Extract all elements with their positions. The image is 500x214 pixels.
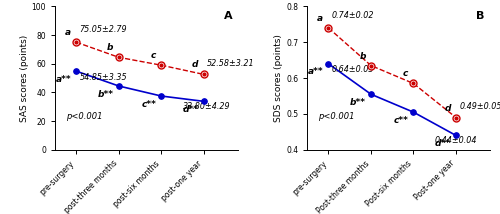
Y-axis label: SAS scores (points): SAS scores (points) — [20, 34, 28, 122]
Text: c**: c** — [142, 100, 156, 109]
Y-axis label: SDS scores (points): SDS scores (points) — [274, 34, 283, 122]
Text: 33.80±4.29: 33.80±4.29 — [182, 102, 230, 111]
Text: a**: a** — [308, 67, 324, 76]
Text: 0.49±0.05: 0.49±0.05 — [460, 102, 500, 111]
Text: 0.74±0.02: 0.74±0.02 — [332, 11, 374, 20]
Text: 0.44±0.04: 0.44±0.04 — [434, 136, 477, 145]
Text: c**: c** — [394, 116, 408, 125]
Text: a: a — [318, 14, 324, 23]
Text: 52.58±3.21: 52.58±3.21 — [207, 59, 255, 68]
Text: A: A — [224, 11, 232, 21]
Text: p<0.001: p<0.001 — [318, 112, 354, 121]
Text: d**: d** — [182, 105, 198, 114]
Text: a**: a** — [56, 75, 71, 84]
Text: 75.05±2.79: 75.05±2.79 — [80, 25, 128, 34]
Text: B: B — [476, 11, 484, 21]
Text: b: b — [107, 43, 114, 52]
Text: b: b — [360, 52, 366, 61]
Text: b**: b** — [350, 98, 366, 107]
Text: 54.85±3.35: 54.85±3.35 — [80, 73, 128, 82]
Text: d: d — [444, 104, 451, 113]
Text: c: c — [151, 51, 156, 60]
Text: d: d — [192, 60, 198, 69]
Text: d**: d** — [435, 139, 451, 148]
Text: c: c — [403, 70, 408, 79]
Text: b**: b** — [98, 90, 114, 99]
Text: p<0.001: p<0.001 — [66, 112, 102, 121]
Text: 0.64±0.03: 0.64±0.03 — [332, 65, 374, 74]
Text: a: a — [65, 28, 71, 37]
